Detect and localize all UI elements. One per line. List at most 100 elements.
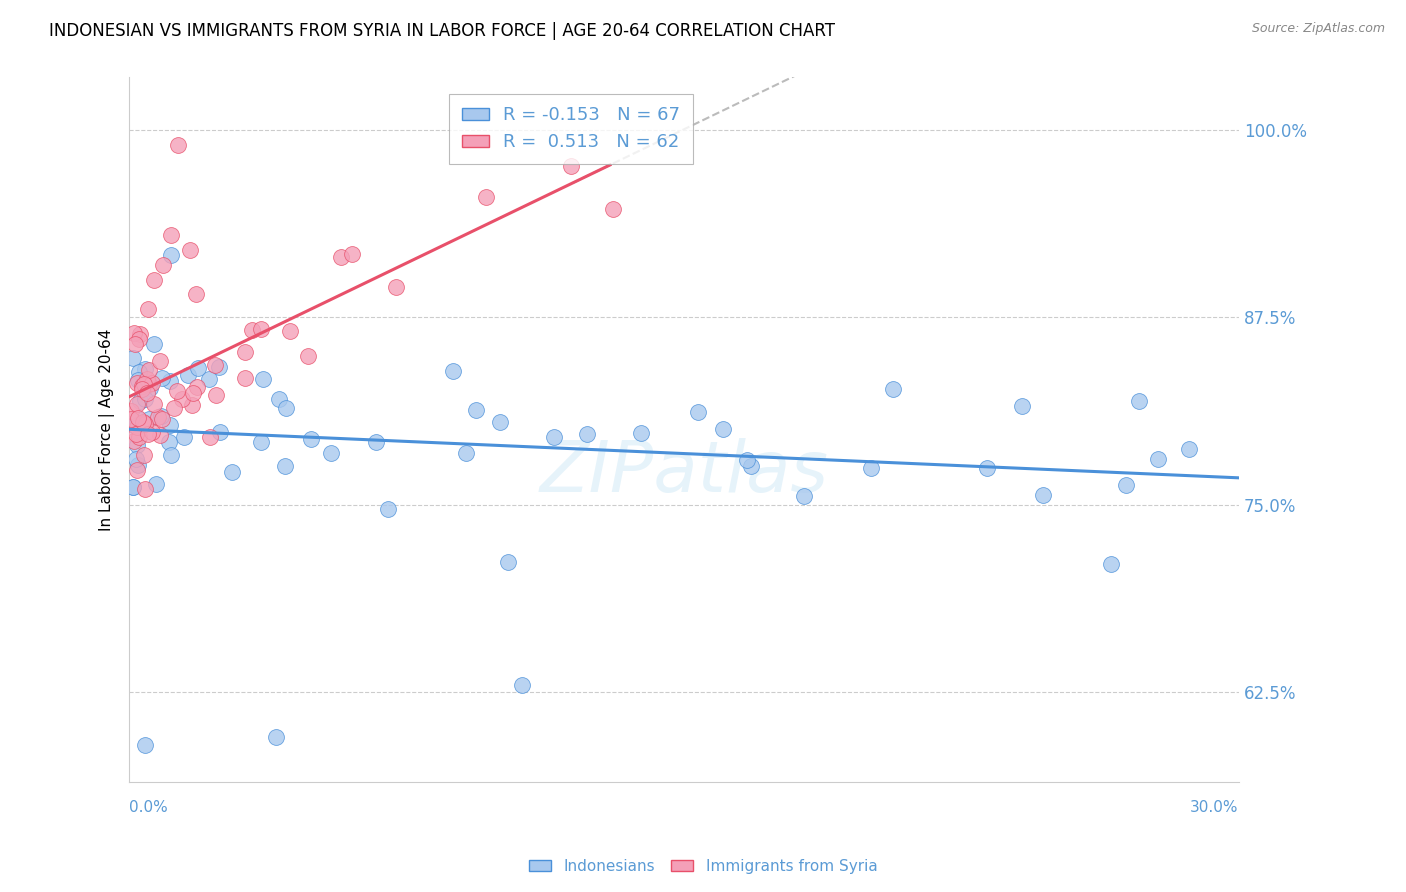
Point <box>179 243 201 257</box>
Point <box>299 432 322 446</box>
Point <box>602 202 624 216</box>
Text: 30.0%: 30.0% <box>1191 800 1239 815</box>
Point <box>127 411 149 425</box>
Point <box>128 365 150 379</box>
Point <box>134 392 156 407</box>
Point <box>128 394 150 409</box>
Point <box>1115 478 1137 492</box>
Point <box>127 420 149 434</box>
Point <box>138 377 160 392</box>
Point <box>152 258 174 272</box>
Point <box>143 337 166 351</box>
Point <box>366 434 388 449</box>
Point <box>138 363 160 377</box>
Point <box>149 354 172 368</box>
Point <box>122 418 145 433</box>
Point <box>576 427 599 442</box>
Point <box>233 370 256 384</box>
Point <box>496 555 519 569</box>
Point <box>454 446 477 460</box>
Point <box>1032 487 1054 501</box>
Point <box>134 738 156 752</box>
Point <box>209 425 232 439</box>
Point <box>127 463 149 477</box>
Point <box>135 372 157 386</box>
Point <box>735 452 758 467</box>
Point <box>859 460 882 475</box>
Point <box>250 322 273 336</box>
Point <box>329 250 352 264</box>
Legend: R = -0.153   N = 67, R =  0.513   N = 62: R = -0.153 N = 67, R = 0.513 N = 62 <box>449 94 693 164</box>
Point <box>250 435 273 450</box>
Point <box>160 248 183 262</box>
Point <box>125 452 148 467</box>
Text: 0.0%: 0.0% <box>129 800 167 815</box>
Point <box>560 160 582 174</box>
Point <box>543 430 565 444</box>
Point <box>120 412 142 426</box>
Point <box>122 480 145 494</box>
Point <box>180 398 202 412</box>
Point <box>278 324 301 338</box>
Point <box>120 403 142 417</box>
Point <box>441 364 464 378</box>
Point <box>252 372 274 386</box>
Point <box>186 380 208 394</box>
Point <box>141 376 163 391</box>
Point <box>207 359 229 374</box>
Point <box>274 458 297 473</box>
Point <box>166 384 188 398</box>
Point <box>510 677 533 691</box>
Point <box>136 385 159 400</box>
Point <box>122 480 145 494</box>
Point <box>319 446 342 460</box>
Text: ZIPatlas: ZIPatlas <box>540 437 828 507</box>
Legend: Indonesians, Immigrants from Syria: Indonesians, Immigrants from Syria <box>523 853 883 880</box>
Point <box>141 425 163 439</box>
Point <box>132 415 155 429</box>
Point <box>464 403 486 417</box>
Point <box>173 430 195 444</box>
Point <box>377 501 399 516</box>
Point <box>134 362 156 376</box>
Point <box>882 382 904 396</box>
Point <box>266 730 288 744</box>
Point <box>630 426 652 441</box>
Point <box>197 372 219 386</box>
Point <box>274 401 297 415</box>
Point <box>128 430 150 444</box>
Point <box>1099 557 1122 571</box>
Point <box>384 280 406 294</box>
Point <box>159 418 181 433</box>
Point <box>136 427 159 442</box>
Text: INDONESIAN VS IMMIGRANTS FROM SYRIA IN LABOR FORCE | AGE 20-64 CORRELATION CHART: INDONESIAN VS IMMIGRANTS FROM SYRIA IN L… <box>49 22 835 40</box>
Point <box>124 426 146 441</box>
Point <box>127 372 149 386</box>
Point <box>145 477 167 491</box>
Point <box>146 409 169 424</box>
Point <box>340 247 363 261</box>
Point <box>142 273 165 287</box>
Point <box>122 326 145 340</box>
Point <box>240 323 263 337</box>
Point <box>150 371 173 385</box>
Point <box>686 405 709 419</box>
Point <box>160 227 183 242</box>
Point <box>131 382 153 396</box>
Point <box>125 376 148 390</box>
Point <box>122 434 145 448</box>
Point <box>128 332 150 346</box>
Point <box>125 438 148 452</box>
Point <box>157 435 180 450</box>
Point <box>1146 451 1168 466</box>
Point <box>122 351 145 366</box>
Point <box>475 190 498 204</box>
Point <box>166 137 188 152</box>
Point <box>267 392 290 406</box>
Point <box>142 397 165 411</box>
Point <box>150 412 173 426</box>
Point <box>976 461 998 475</box>
Point <box>127 458 149 472</box>
Point <box>181 386 204 401</box>
Point <box>186 361 208 376</box>
